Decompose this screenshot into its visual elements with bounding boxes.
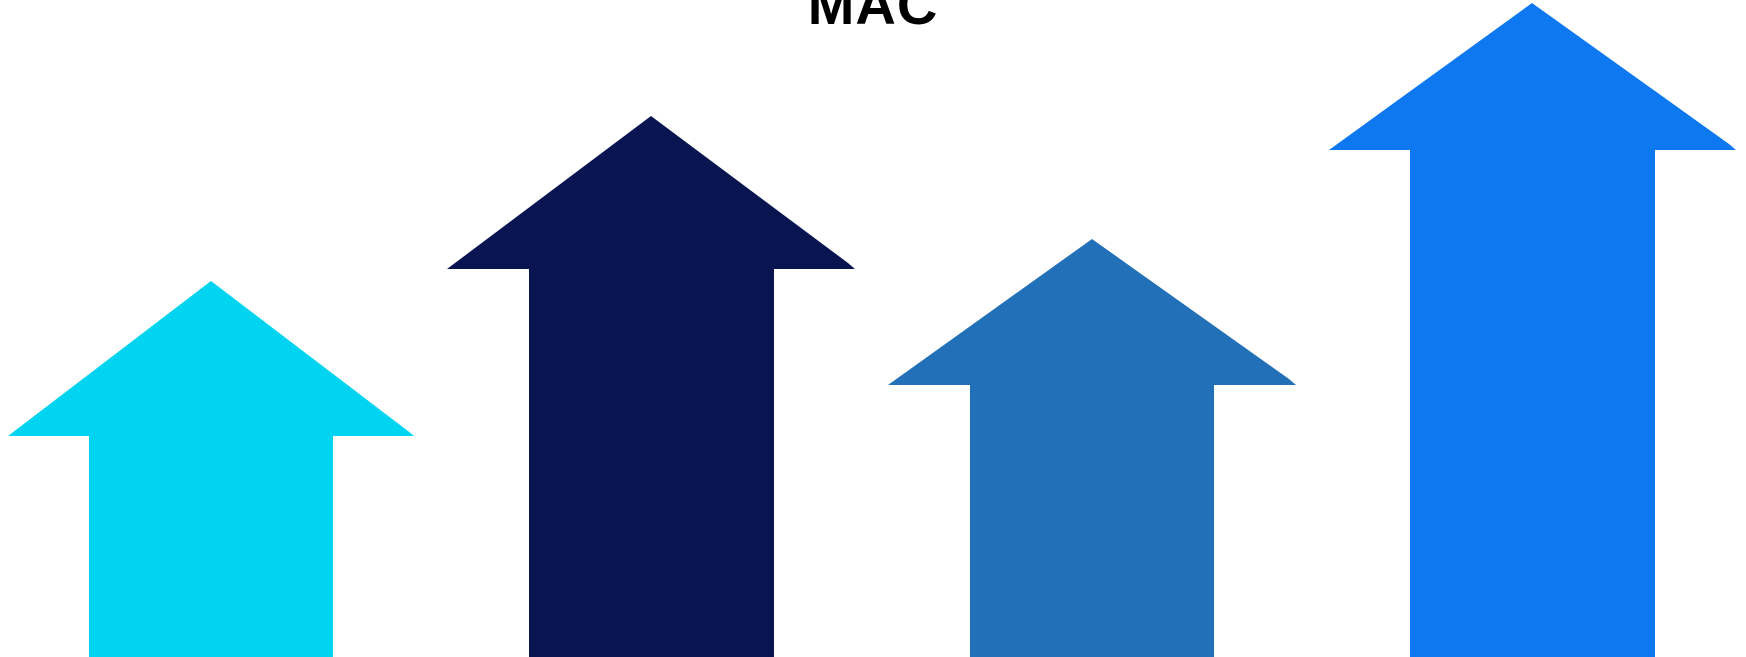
up-arrow-3 (888, 239, 1296, 657)
up-arrow-2 (447, 116, 855, 657)
up-arrow-1 (8, 281, 414, 657)
diagram-title: MAC (807, 0, 939, 36)
up-arrow-4 (1329, 3, 1736, 657)
